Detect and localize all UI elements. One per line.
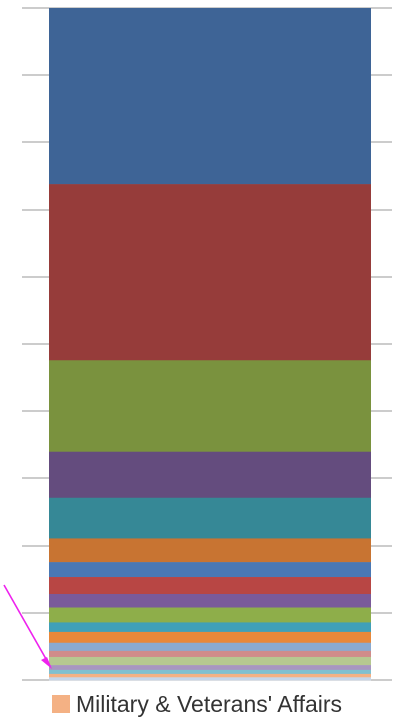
legend: Military & Veterans' Affairs — [52, 691, 342, 717]
bar-segment — [49, 673, 371, 678]
bar-segment — [49, 451, 371, 499]
bar-segment — [49, 607, 371, 623]
bar-segment — [49, 562, 371, 578]
bar-segment — [49, 360, 371, 453]
bar-segment — [49, 577, 371, 595]
bar-segment — [49, 650, 371, 658]
bar-segment — [49, 622, 371, 633]
legend-label: Military & Veterans' Affairs — [76, 691, 342, 717]
bar-segment — [49, 497, 371, 539]
stacked-bar — [49, 8, 371, 681]
legend-swatch — [52, 695, 70, 713]
bar-segment — [49, 8, 371, 185]
bar-segment — [49, 538, 371, 563]
bar-segment — [49, 656, 371, 666]
bar-segment — [49, 677, 371, 681]
bar-segment — [49, 669, 371, 675]
bar-segment — [49, 184, 371, 361]
bar-segment — [49, 593, 371, 608]
annotation-arrow — [3, 584, 52, 669]
bar-segment — [49, 631, 371, 644]
bar-segment — [49, 642, 371, 652]
bar-segment — [49, 665, 371, 671]
